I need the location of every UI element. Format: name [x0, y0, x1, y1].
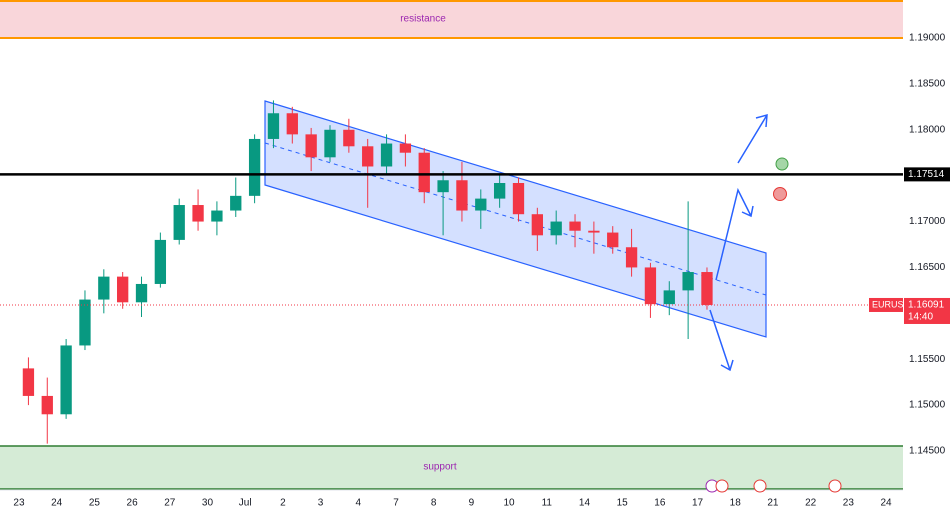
candle-body: [98, 276, 110, 300]
x-tick-label: 2: [280, 498, 286, 509]
candle-body: [60, 345, 72, 415]
y-tick-label: 1.18000: [909, 124, 946, 135]
support-zone: [0, 446, 903, 489]
x-tick-label: 25: [89, 498, 101, 509]
resistance-label: resistance: [400, 14, 446, 25]
candle-body: [701, 272, 713, 305]
candle-body: [41, 395, 53, 415]
key-level-label: 1.17514: [908, 169, 945, 180]
candle-body: [663, 290, 675, 305]
candle-body: [135, 283, 148, 303]
candle-body: [475, 198, 487, 211]
candle-body: [512, 183, 525, 215]
candle-body: [362, 146, 374, 167]
x-tick-label: 10: [504, 498, 516, 509]
candle-body: [437, 180, 449, 193]
x-tick-label: 3: [318, 498, 324, 509]
resistance-zone: [0, 0, 903, 38]
x-tick-label: 24: [880, 498, 892, 509]
x-tick-label: 7: [393, 498, 399, 509]
candle-body: [248, 138, 261, 196]
x-tick-label: 15: [617, 498, 629, 509]
candle-body: [211, 210, 223, 222]
x-tick-label: 17: [692, 498, 704, 509]
countdown-label: 14:40: [908, 312, 933, 323]
candle-body: [267, 113, 280, 139]
y-tick-label: 1.15500: [909, 354, 946, 365]
candle-body: [192, 205, 204, 222]
x-tick-label: 24: [51, 498, 63, 509]
candle-body: [286, 113, 298, 135]
candle-body: [550, 221, 562, 236]
candle-body: [625, 247, 638, 268]
y-tick-label: 1.15000: [909, 400, 946, 411]
candle-body: [380, 143, 393, 167]
x-tick-label: 11: [542, 498, 553, 509]
last-price-box: [904, 297, 950, 324]
x-tick-label: 21: [767, 498, 779, 509]
arrow-zigzag: [715, 187, 754, 281]
x-tick-label: 23: [13, 498, 25, 509]
arrow-down: [709, 309, 734, 372]
candle-body: [343, 129, 355, 147]
red-marker: [773, 187, 787, 201]
event-icon: [715, 479, 729, 493]
candle-body: [456, 180, 468, 211]
price-axis: [903, 0, 950, 514]
y-tick-label: 1.18500: [909, 79, 946, 90]
candle-body: [230, 195, 242, 211]
x-tick-label: Jul: [239, 498, 252, 509]
candle-body: [682, 272, 694, 291]
candles: [22, 100, 713, 444]
candle-body: [79, 299, 91, 346]
x-tick-label: 8: [431, 498, 437, 509]
x-tick-label: 18: [730, 498, 742, 509]
last-price-label: 1.16091: [908, 300, 945, 311]
candle-body: [588, 230, 600, 233]
y-tick-label: 1.14500: [909, 446, 946, 457]
x-tick-label: 9: [469, 498, 475, 509]
candle-body: [117, 276, 129, 303]
x-tick-label: 16: [654, 498, 666, 509]
candle-body: [399, 143, 412, 153]
x-tick-label: 23: [843, 498, 855, 509]
candle-body: [569, 221, 581, 231]
x-tick-label: 14: [579, 498, 591, 509]
key-level-box: [904, 167, 950, 182]
event-icon: [753, 479, 767, 493]
x-tick-label: 4: [355, 498, 361, 509]
y-tick-label: 1.16500: [909, 262, 946, 273]
candle-body: [644, 267, 657, 305]
symbol-box: [869, 297, 903, 312]
arrows: [709, 113, 768, 372]
x-tick-label: 22: [805, 498, 817, 509]
candle-body: [324, 129, 336, 158]
x-tick-label: 30: [202, 498, 214, 509]
green-marker: [775, 157, 789, 171]
y-tick-label: 1.19000: [909, 33, 946, 44]
channel: [264, 100, 767, 338]
candle-body: [607, 232, 619, 248]
symbol-label: EURUSD: [872, 299, 911, 309]
candle-body: [154, 239, 167, 284]
candle-body: [173, 205, 185, 240]
candle-body: [531, 214, 543, 236]
candle-body: [22, 368, 35, 396]
x-tick-label: 26: [127, 498, 139, 509]
candle-body: [493, 183, 506, 199]
x-tick-label: 27: [164, 498, 176, 509]
arrow-up: [737, 113, 768, 164]
support-label: support: [423, 462, 457, 473]
y-tick-label: 1.17000: [909, 216, 946, 227]
event-icon: [828, 479, 842, 493]
candle-body: [305, 134, 317, 158]
candle-body: [418, 152, 430, 193]
